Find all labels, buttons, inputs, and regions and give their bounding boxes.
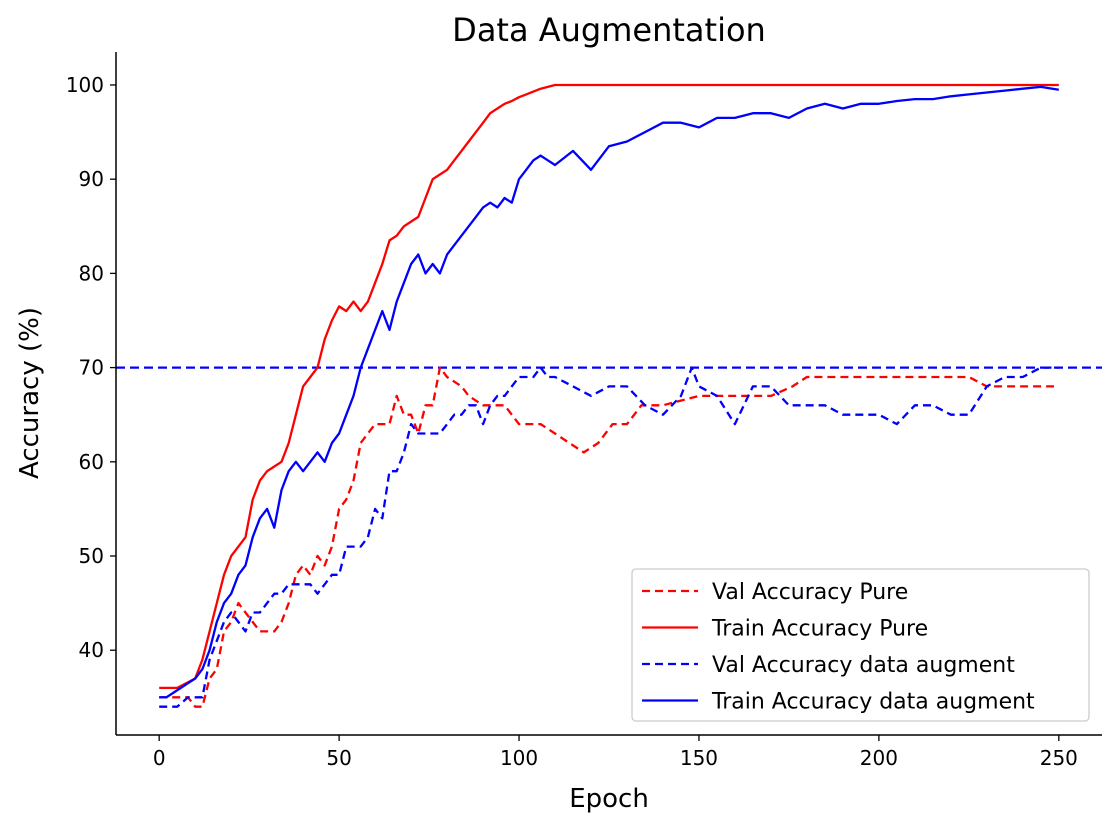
plot-area: [116, 83, 1102, 708]
y-tick-label: 40: [79, 638, 104, 662]
legend-box: [631, 568, 1090, 722]
series-line-1: [159, 366, 1059, 708]
y-axis-title: Accuracy (%): [15, 307, 45, 479]
x-tick-label: 100: [500, 746, 538, 770]
axes: 0 50 100 150 200 250 40 50 60 70 80 90 100: [66, 52, 1102, 770]
legend-label: Train Accuracy data augment: [711, 690, 1035, 715]
y-tick-label: 90: [79, 167, 104, 191]
x-tick-label: 150: [680, 746, 718, 770]
y-tick-label: 70: [79, 356, 104, 380]
y-tick-label: 80: [79, 261, 104, 285]
series-line-2: [159, 83, 1059, 690]
legend-label: Val Accuracy Pure: [712, 580, 908, 605]
series-line-4: [159, 85, 1059, 699]
legend-label: Val Accuracy data augment: [712, 653, 1015, 678]
y-tick-label: 100: [66, 73, 104, 97]
y-tick-label: 60: [79, 450, 104, 474]
x-tick-label: 0: [153, 746, 166, 770]
x-tick-label: 50: [326, 746, 351, 770]
x-axis-title: Epoch: [569, 784, 649, 814]
x-tick-label: 250: [1040, 746, 1078, 770]
y-tick-label: 50: [79, 544, 104, 568]
legend-label: Train Accuracy Pure: [711, 617, 928, 642]
chart-title: Data Augmentation: [452, 11, 766, 49]
x-tick-label: 200: [860, 746, 898, 770]
legend: Val Accuracy Pure Train Accuracy Pure Val …: [631, 568, 1090, 722]
series-line-3: [159, 366, 1059, 708]
